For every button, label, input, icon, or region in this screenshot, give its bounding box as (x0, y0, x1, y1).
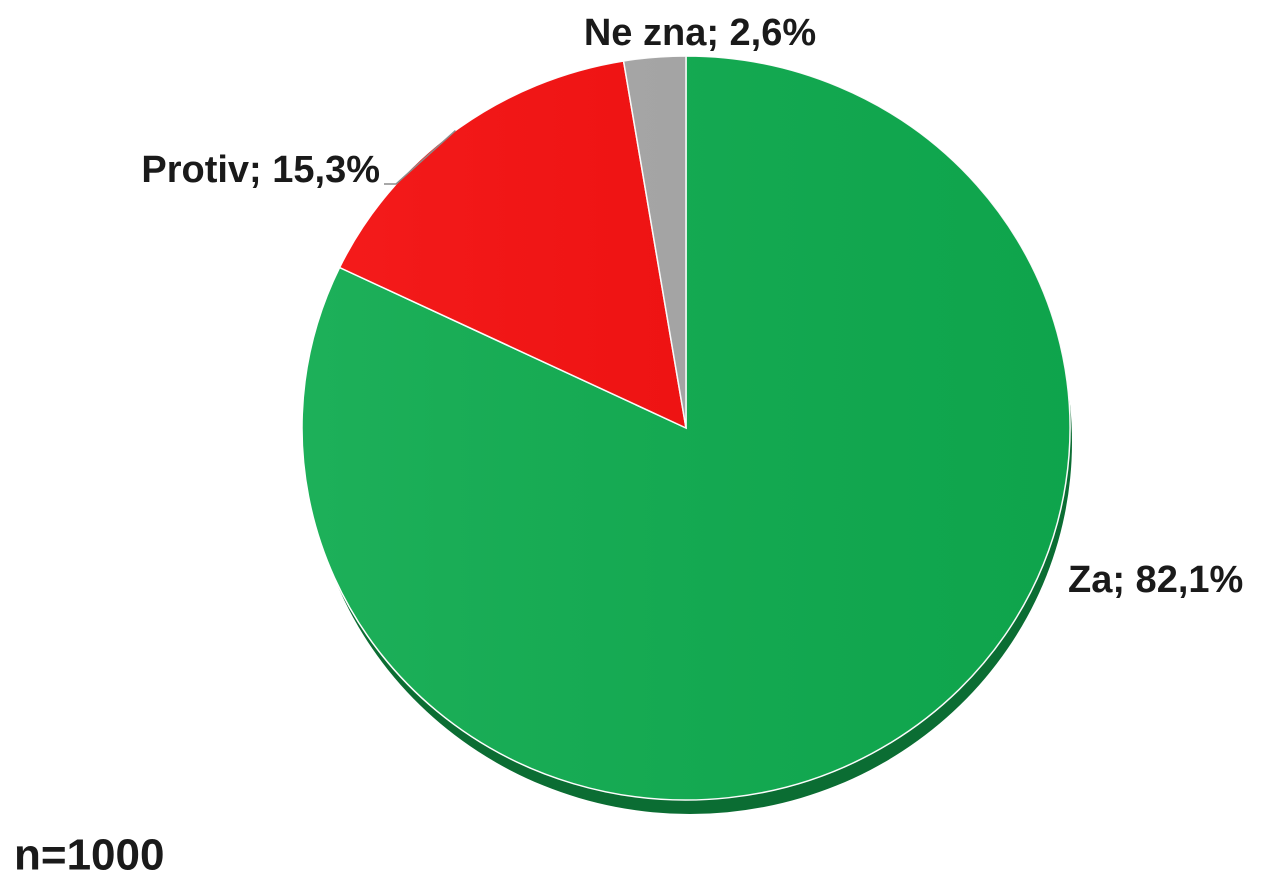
data-label: Za; 82,1% (1068, 559, 1243, 601)
leader-line (384, 129, 456, 185)
data-label: Ne zna; 2,6% (584, 12, 816, 54)
data-label: Protiv; 15,3% (141, 149, 380, 191)
pie-sheen (302, 56, 1070, 800)
sample-size-note: n=1000 (14, 831, 164, 875)
